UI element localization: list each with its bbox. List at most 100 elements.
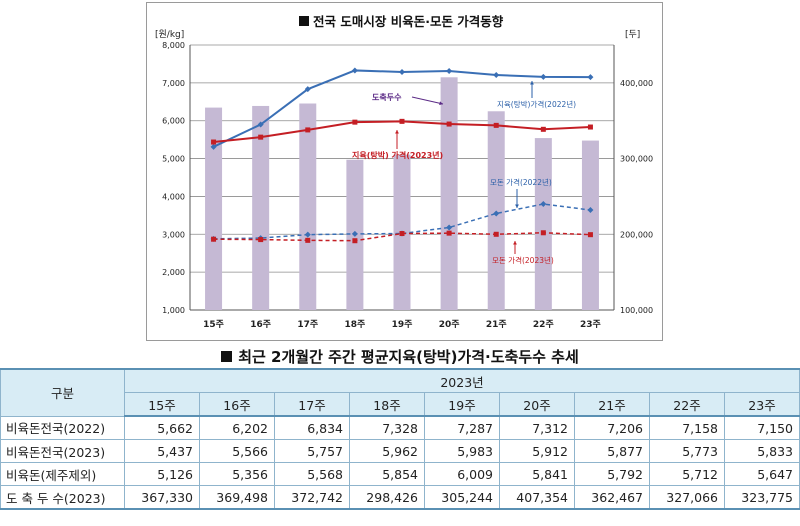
week-header: 17주 (274, 392, 350, 417)
table-row: 비육돈전국(2023) 5,437 5,566 5,757 5,962 5,98… (0, 439, 800, 463)
data-point (493, 122, 499, 128)
data-point (210, 143, 217, 150)
table-cell: 5,356 (199, 462, 275, 486)
price-chart: 전국 도매시장 비육돈·모돈 가격동향 [원/kg] [두] 1,000 2,000 3,… (155, 14, 653, 330)
data-point (258, 237, 264, 243)
bar (205, 107, 223, 310)
bar (252, 105, 270, 311)
table-cell: 7,328 (349, 415, 425, 440)
x-tick-label: 15주 (203, 319, 224, 330)
table-row: 비육돈전국(2022) 5,662 6,202 6,834 7,328 7,28… (0, 415, 800, 440)
table-row: 도 축 두 수(2023) 367,330 369,498 372,742 29… (0, 485, 800, 510)
annotation-arrow-head (395, 130, 399, 134)
x-tick-label: 22주 (533, 319, 554, 330)
data-point (493, 72, 500, 79)
y-right-tick-label: 400,000 (620, 79, 653, 88)
y-left-tick-label: 3,000 (162, 230, 185, 239)
data-point (399, 68, 405, 75)
table-cell: 5,647 (724, 462, 800, 486)
week-header: 18주 (349, 392, 425, 417)
data-point (258, 134, 264, 140)
bar (440, 77, 458, 310)
table-cell: 5,912 (499, 439, 575, 463)
table-header-row: 구분 2023년 (0, 368, 800, 417)
x-tick-label: 16주 (250, 319, 271, 330)
table-cell: 407,354 (499, 485, 575, 510)
annotation-label: 지육(탕박)가격(2022년) (497, 99, 576, 109)
data-point (399, 231, 405, 237)
data-point (351, 67, 358, 74)
title-square-icon (299, 16, 309, 26)
table-cell: 5,792 (574, 462, 650, 486)
data-point (399, 118, 405, 124)
y-left-tick-label: 1,000 (162, 306, 185, 315)
data-point (305, 237, 311, 243)
table-cell: 7,206 (574, 415, 650, 440)
chart-title: 전국 도매시장 비육돈·모돈 가격동향 (313, 14, 504, 29)
table-cell: 5,854 (349, 462, 425, 486)
data-point (211, 236, 217, 242)
y-right-tick-label: 100,000 (620, 306, 653, 315)
data-point (540, 201, 547, 207)
week-header: 15주 (124, 392, 200, 417)
annotation-arrow-head (515, 204, 519, 208)
y-left-tick-label: 8,000 (162, 41, 185, 50)
week-header: 23주 (724, 392, 800, 417)
table-cell: 362,467 (574, 485, 650, 510)
table-title: 최근 2개월간 주간 평균지육(탕박)가격·도축두수 추세 (0, 346, 800, 367)
table-cell: 327,066 (649, 485, 725, 510)
week-header: 21주 (574, 392, 650, 417)
series-line (213, 120, 591, 144)
y-left-tick-label: 4,000 (162, 192, 185, 201)
week-header-row: 15주 16주 17주 18주 19주 20주 21주 22주 23주 (1, 392, 800, 417)
data-point (446, 230, 452, 236)
data-point (587, 232, 593, 238)
table-cell: 5,437 (124, 439, 200, 463)
table-cell: 5,983 (424, 439, 500, 463)
y-left-tick-label: 7,000 (162, 79, 185, 88)
data-point (540, 73, 547, 80)
annotation-label: 지육(탕박) 가격(2023년) (352, 150, 443, 160)
data-point (446, 224, 453, 231)
row-label: 도 축 두 수(2023) (0, 485, 125, 510)
bar (299, 103, 317, 310)
annotation-label: 모돈 가격(2022년) (490, 177, 552, 187)
row-label: 비육돈전국(2023) (0, 439, 125, 463)
data-point (540, 230, 546, 236)
data-point (352, 119, 358, 125)
annotation-arrow-head (439, 101, 443, 106)
table-cell: 367,330 (124, 485, 200, 510)
table-cell: 6,202 (199, 415, 275, 440)
chart-panel: 전국 도매시장 비육돈·모돈 가격동향 [원/kg] [두] 1,000 2,000 3,… (146, 2, 663, 341)
x-tick-label: 19주 (392, 319, 413, 330)
table-cell: 6,009 (424, 462, 500, 486)
table-cell: 372,742 (274, 485, 350, 510)
y-right-tick-label: 200,000 (620, 230, 653, 239)
x-tick-label: 20주 (439, 319, 460, 330)
annotation-label: 모돈 가격(2023년) (492, 255, 554, 265)
bar (581, 140, 599, 310)
table-cell: 7,158 (649, 415, 725, 440)
row-label: 비육돈전국(2022) (0, 415, 125, 440)
table-title-text: 최근 2개월간 주간 평균지육(탕박)가격·도축두수 추세 (238, 348, 579, 366)
data-point (587, 74, 594, 81)
price-table: 구분 2023년 15주 16주 17주 18주 19주 20주 21주 22주… (0, 368, 800, 510)
table-cell: 5,712 (649, 462, 725, 486)
data-point (446, 121, 452, 127)
table-cell: 7,287 (424, 415, 500, 440)
table-cell: 323,775 (724, 485, 800, 510)
table-cell: 5,757 (274, 439, 350, 463)
table-row: 비육돈(제주제외) 5,126 5,356 5,568 5,854 6,009 … (0, 462, 800, 486)
y-left-unit: [원/kg] (155, 29, 184, 40)
bar (534, 138, 552, 310)
row-label: 비육돈(제주제외) (0, 462, 125, 486)
table-cell: 6,834 (274, 415, 350, 440)
data-point (352, 238, 358, 244)
data-point (493, 231, 499, 237)
data-point (587, 124, 593, 130)
data-point (304, 86, 311, 93)
x-tick-label: 18주 (344, 319, 365, 330)
table-cell: 5,566 (199, 439, 275, 463)
week-header: 16주 (199, 392, 275, 417)
table-cell: 298,426 (349, 485, 425, 510)
